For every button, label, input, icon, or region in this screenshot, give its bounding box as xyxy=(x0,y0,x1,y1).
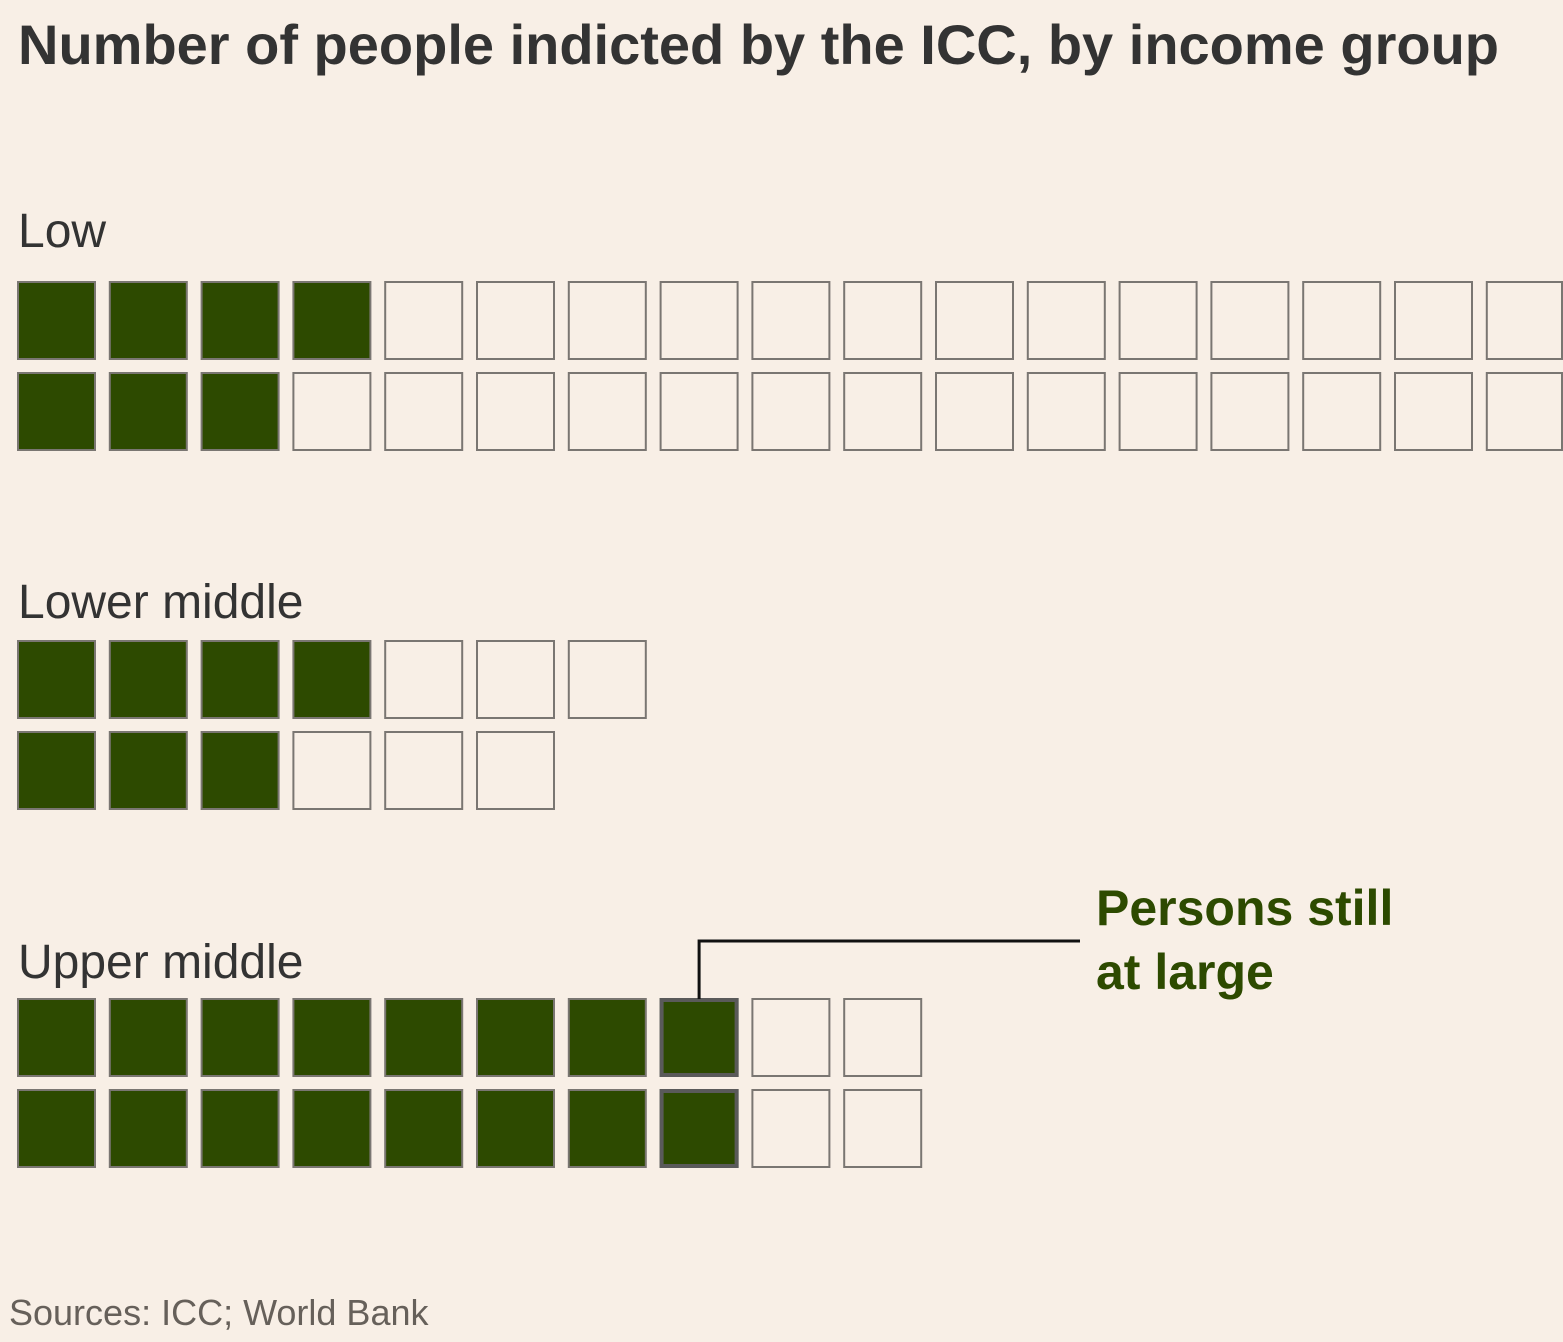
filled-square-1-1-1 xyxy=(108,731,188,810)
group-label-2: Upper middle xyxy=(18,936,303,989)
filled-square-2-1-3 xyxy=(292,1089,372,1168)
filled-square-0-1-2 xyxy=(200,372,280,451)
empty-square-0-0-6 xyxy=(567,281,647,360)
empty-square-0-0-11 xyxy=(1026,281,1106,360)
empty-square-1-1-3 xyxy=(292,731,372,810)
empty-square-0-0-10 xyxy=(935,281,1014,360)
empty-square-2-0-9 xyxy=(843,998,923,1077)
highlight-outline-1 xyxy=(659,1089,739,1168)
empty-square-0-1-12 xyxy=(1118,372,1198,451)
filled-square-2-1-4 xyxy=(384,1089,464,1168)
annotation-text-line-1: at large xyxy=(1096,944,1274,1000)
filled-square-1-0-0 xyxy=(17,640,96,719)
empty-square-0-0-9 xyxy=(843,281,923,360)
empty-square-0-1-10 xyxy=(935,372,1014,451)
chart-title: Number of people indicted by the ICC, by… xyxy=(18,13,1499,76)
empty-square-2-1-8 xyxy=(751,1089,831,1168)
filled-square-2-1-0 xyxy=(17,1089,96,1168)
empty-square-0-0-7 xyxy=(659,281,739,360)
filled-square-2-0-3 xyxy=(292,998,372,1077)
empty-square-0-1-14 xyxy=(1302,372,1382,451)
empty-square-0-1-15 xyxy=(1394,372,1473,451)
empty-square-1-0-4 xyxy=(384,640,464,719)
filled-square-0-0-0 xyxy=(17,281,96,360)
empty-square-0-1-13 xyxy=(1210,372,1290,451)
filled-square-2-0-6 xyxy=(567,998,647,1077)
filled-square-0-0-3 xyxy=(292,281,372,360)
filled-square-2-0-5 xyxy=(476,998,555,1077)
empty-square-0-1-5 xyxy=(476,372,555,451)
group-label-0: Low xyxy=(18,205,106,258)
empty-square-0-0-14 xyxy=(1302,281,1382,360)
empty-square-0-0-4 xyxy=(384,281,464,360)
empty-square-2-0-8 xyxy=(751,998,831,1077)
filled-square-1-0-1 xyxy=(108,640,188,719)
empty-square-0-1-8 xyxy=(751,372,831,451)
empty-square-0-1-7 xyxy=(659,372,739,451)
filled-square-2-1-5 xyxy=(476,1089,555,1168)
filled-square-2-0-1 xyxy=(108,998,188,1077)
empty-square-0-0-12 xyxy=(1118,281,1198,360)
filled-square-2-1-6 xyxy=(567,1089,647,1168)
filled-square-1-1-0 xyxy=(17,731,96,810)
empty-square-0-1-9 xyxy=(843,372,923,451)
filled-square-0-0-1 xyxy=(108,281,188,360)
empty-square-0-1-16 xyxy=(1485,372,1563,451)
highlight-outline-0 xyxy=(659,998,739,1077)
filled-square-2-0-7 xyxy=(659,998,739,1077)
filled-square-0-1-1 xyxy=(108,372,188,451)
empty-square-0-0-13 xyxy=(1210,281,1290,360)
empty-square-0-1-4 xyxy=(384,372,464,451)
annotation-text-line-0: Persons still xyxy=(1096,880,1393,936)
source-note: Sources: ICC; World Bank xyxy=(9,1292,429,1333)
empty-square-0-1-6 xyxy=(567,372,647,451)
filled-square-2-0-0 xyxy=(17,998,96,1077)
filled-square-2-1-1 xyxy=(108,1089,188,1168)
filled-square-0-0-2 xyxy=(200,281,280,360)
filled-square-1-1-2 xyxy=(200,731,280,810)
empty-square-0-0-15 xyxy=(1394,281,1473,360)
empty-square-1-0-5 xyxy=(476,640,555,719)
filled-square-2-1-2 xyxy=(200,1089,280,1168)
annotation-leader-line xyxy=(697,939,1080,999)
filled-square-2-1-7 xyxy=(659,1089,739,1168)
filled-square-2-0-4 xyxy=(384,998,464,1077)
empty-square-0-0-5 xyxy=(476,281,555,360)
filled-square-1-0-3 xyxy=(292,640,372,719)
empty-square-0-1-11 xyxy=(1026,372,1106,451)
empty-square-0-0-16 xyxy=(1485,281,1563,360)
empty-square-0-0-8 xyxy=(751,281,831,360)
filled-square-1-0-2 xyxy=(200,640,280,719)
empty-square-2-1-9 xyxy=(843,1089,923,1168)
empty-square-1-0-6 xyxy=(567,640,647,719)
empty-square-1-1-4 xyxy=(384,731,464,810)
empty-square-0-1-3 xyxy=(292,372,372,451)
group-label-1: Lower middle xyxy=(18,576,303,629)
filled-square-2-0-2 xyxy=(200,998,280,1077)
empty-square-1-1-5 xyxy=(476,731,555,810)
filled-square-0-1-0 xyxy=(17,372,96,451)
